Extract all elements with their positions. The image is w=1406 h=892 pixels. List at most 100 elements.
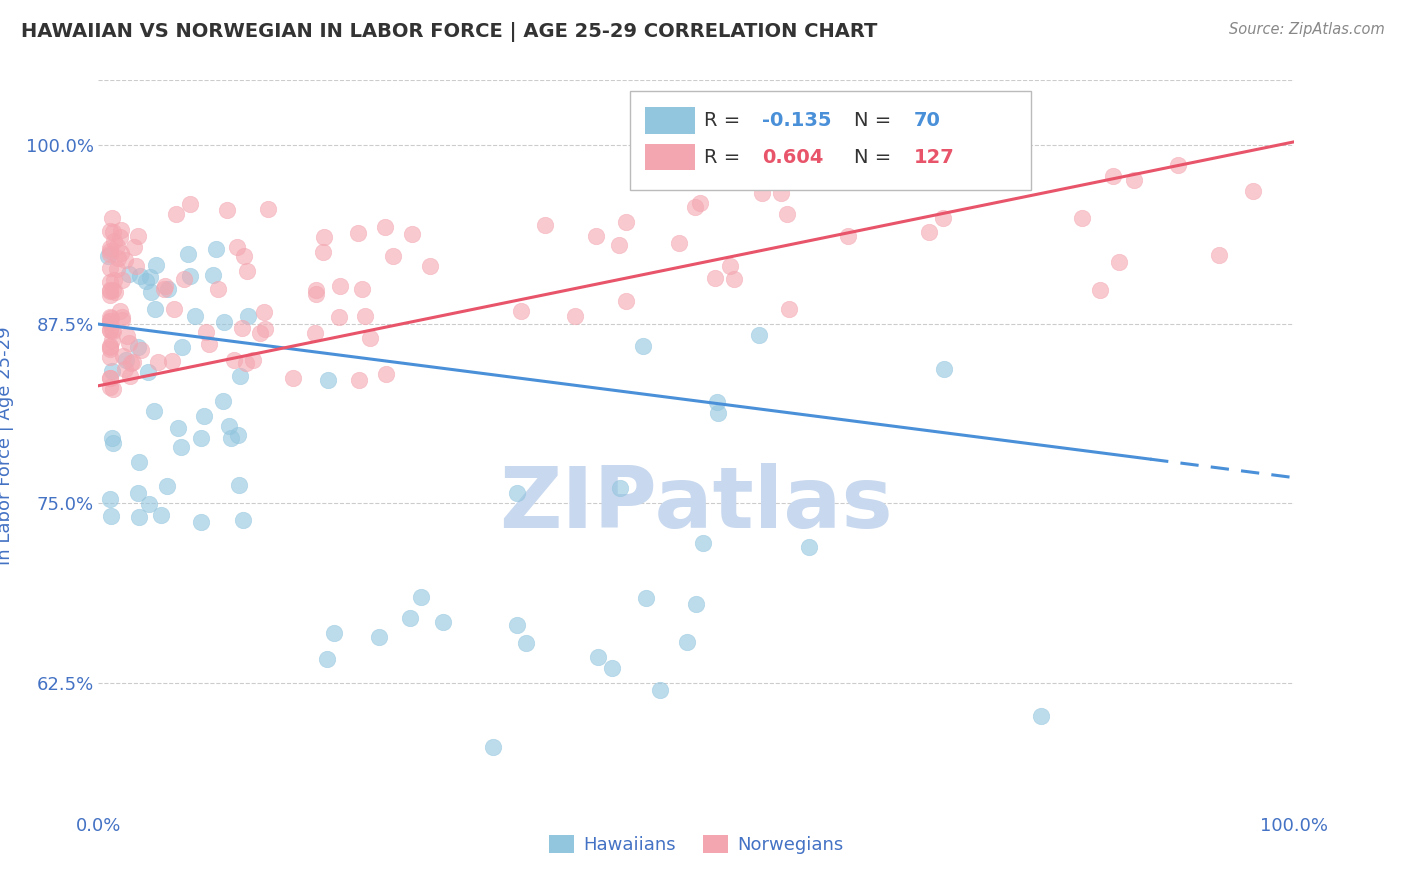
Point [110,246,132,260]
Point [156,479,179,493]
Point [190,431,212,445]
Point [97,249,120,263]
Point [374,367,396,381]
Point [236,264,259,278]
Point [179,197,201,211]
Point [401,227,423,241]
Point [668,235,690,250]
Point [419,259,441,273]
Point [101,225,124,239]
Point [586,649,609,664]
Point [148,355,170,369]
Point [98,310,122,324]
Point [692,536,714,550]
Point [614,215,637,229]
Point [219,431,242,445]
Point [236,309,259,323]
Point [232,513,254,527]
Point [707,406,730,420]
Point [143,404,166,418]
Point [1101,169,1123,183]
Point [218,418,240,433]
Point [98,284,122,298]
Point [257,202,280,216]
Point [837,228,859,243]
Point [110,273,132,287]
Point [122,355,145,369]
Point [305,283,328,297]
Point [141,285,163,300]
Point [229,369,252,384]
Point [120,356,142,370]
Point [207,283,229,297]
Point [135,274,157,288]
Point [127,340,149,354]
Point [98,371,122,385]
Point [98,339,122,353]
Point [157,282,180,296]
Point [316,373,339,387]
Point [98,313,122,327]
Point [145,258,167,272]
Point [128,510,150,524]
Point [129,268,152,283]
Point [751,186,773,201]
Text: 127: 127 [914,147,955,167]
Point [281,371,304,385]
Text: N =: N = [853,111,897,130]
Point [506,486,529,500]
Point [359,331,381,345]
Point [153,278,176,293]
Y-axis label: In Labor Force | Age 25-29: In Labor Force | Age 25-29 [0,326,14,566]
Point [799,540,821,554]
Point [346,226,368,240]
Point [101,382,124,396]
Point [328,310,350,325]
Point [98,342,122,356]
Point [228,477,250,491]
Point [103,283,125,297]
Point [162,353,184,368]
Point [111,350,134,364]
Point [676,635,699,649]
Point [1029,709,1052,723]
Point [367,631,389,645]
Point [101,325,124,339]
Point [104,285,127,300]
Text: 0.604: 0.604 [762,147,823,167]
Point [932,361,955,376]
Point [98,283,122,297]
Point [353,310,375,324]
Point [114,361,136,376]
Point [432,615,454,629]
Point [717,159,740,173]
Point [329,279,352,293]
Point [173,271,195,285]
Point [249,326,271,341]
Point [138,270,160,285]
Text: Source: ZipAtlas.com: Source: ZipAtlas.com [1229,22,1385,37]
Text: R =: R = [704,147,747,167]
Point [100,311,122,326]
Point [105,239,128,253]
Point [399,610,422,624]
Point [136,365,159,379]
Point [98,323,122,337]
Text: N =: N = [853,147,897,167]
FancyBboxPatch shape [644,107,695,134]
Point [253,305,276,319]
Point [101,431,124,445]
Point [205,243,228,257]
Point [509,304,531,318]
Point [150,508,173,522]
Point [748,328,770,343]
Point [411,590,433,604]
Point [212,315,235,329]
Point [235,356,257,370]
Point [167,421,190,435]
Point [125,259,148,273]
Point [631,339,654,353]
Point [776,207,799,221]
Point [170,440,193,454]
Point [634,591,657,606]
